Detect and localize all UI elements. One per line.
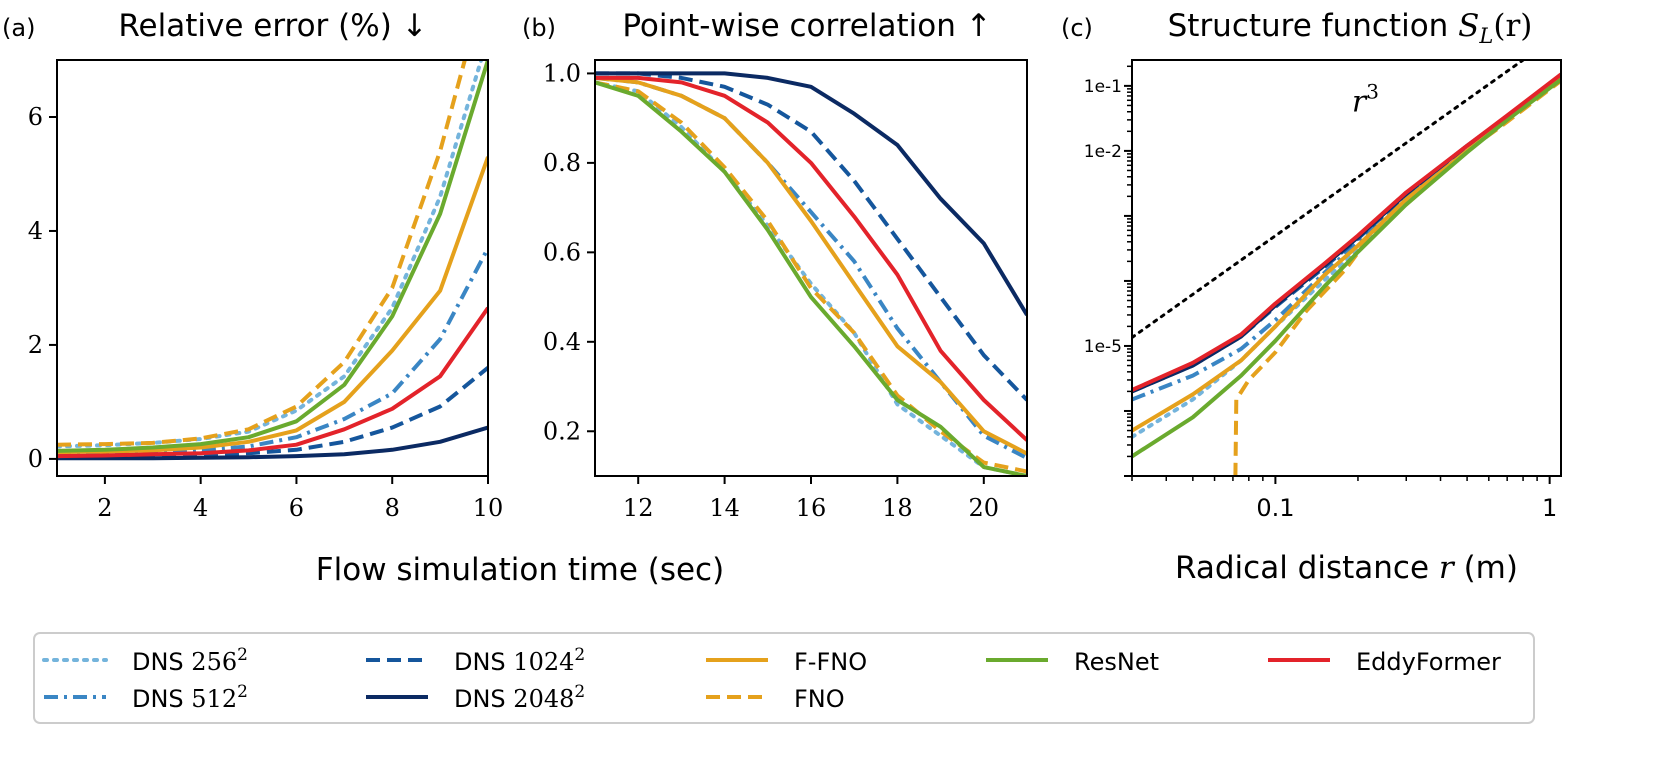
y-tick-label-a: 0 [28, 445, 43, 473]
y-tick-label-b: 0.6 [543, 238, 581, 266]
series-line-dns1024-b [595, 71, 1027, 402]
series-line-fno-b [595, 80, 1027, 474]
series-line-eddy-a [57, 306, 488, 459]
y-tick-label-c: 1e-5 [1084, 337, 1122, 357]
panel-label-a: (a) [2, 14, 35, 42]
series-line-dns512-b [595, 75, 1027, 460]
chart-panel-a: (a) Relative error (%) ↓ 2 4 6 8 10 0 2 4 6 [2, 8, 504, 522]
reference-line-r3 [1132, 60, 1525, 339]
axes-frame-c [1131, 59, 1562, 477]
x-tick-label-c: 0.1 [1256, 494, 1294, 522]
legend-label-dns256: DNS 2562 [132, 645, 248, 676]
chart-title-b: Point-wise correlation ↑ [622, 8, 991, 44]
series-line-fno-c [1232, 79, 1561, 476]
y-tick-label-a: 2 [28, 331, 43, 359]
series-line-eddy-b [595, 75, 1027, 442]
series-line-dns512-a [57, 247, 488, 457]
chart-title-a: Relative error (%) ↓ [118, 8, 427, 44]
x-axis-label-c: Radical distance r (m) [1175, 550, 1518, 586]
x-tick-label-c: 1 [1542, 494, 1557, 522]
y-tick-label-c: 1e-2 [1084, 142, 1122, 162]
y-tick-label-b: 0.2 [543, 417, 581, 445]
y-tick-label-b: 1.0 [543, 59, 581, 87]
panel-label-b: (b) [522, 14, 556, 42]
axes-frame-b [594, 59, 1028, 477]
legend: DNS 2562 DNS 5122 DNS 10242 DNS 20482 F-FNO F… [33, 632, 1535, 724]
x-tick-label-b: 12 [623, 494, 654, 522]
legend-label-fno: FNO [794, 685, 845, 713]
x-tick-label-a: 4 [193, 494, 208, 522]
legend-label-dns1024: DNS 10242 [454, 645, 585, 676]
series-line-dns2048-b [595, 71, 1027, 317]
x-tick-label-a: 2 [97, 494, 112, 522]
series-line-ffno-b [595, 75, 1027, 456]
series-line-resnet-b [595, 80, 1027, 476]
annotation-r3: r3 [1352, 80, 1379, 120]
y-tick-label-c: 1e-1 [1084, 77, 1122, 97]
chart-panel-b: (b) Point-wise correlation ↑ 12 14 16 18 20 0.2… [522, 8, 1028, 522]
series-line-ffno-a [57, 156, 488, 455]
x-tick-label-b: 20 [969, 494, 1000, 522]
series-line-dns256-a [57, 60, 484, 449]
x-tick-label-b: 14 [709, 494, 740, 522]
x-tick-label-b: 16 [796, 494, 827, 522]
y-tick-label-a: 6 [28, 103, 43, 131]
x-tick-label-a: 10 [473, 494, 504, 522]
y-tick-label-a: 4 [28, 217, 43, 245]
panel-label-c: (c) [1061, 14, 1093, 42]
shared-x-axis-label: Flow simulation time (sec) [316, 552, 724, 588]
series-line-resnet-a [57, 60, 488, 453]
y-tick-label-b: 0.8 [543, 149, 581, 177]
series-line-dns256-c [1132, 76, 1561, 439]
series-line-resnet-c [1132, 77, 1561, 459]
legend-frame [33, 632, 1535, 724]
chart-panel-c: (c) Structure function SL(r) 0.1 1 1e-5 1e-2 1… [1061, 8, 1562, 586]
x-tick-label-a: 8 [385, 494, 400, 522]
chart-title-c: Structure function SL(r) [1168, 8, 1533, 48]
legend-label-dns2048: DNS 20482 [454, 682, 585, 713]
legend-label-resnet: ResNet [1074, 648, 1159, 676]
x-tick-label-a: 6 [289, 494, 304, 522]
axes-frame-a [56, 59, 489, 477]
legend-label-ffno: F-FNO [794, 648, 867, 676]
series-line-dns256-b [595, 80, 1027, 476]
legend-label-eddy: EddyFormer [1356, 648, 1501, 676]
series-line-fno-a [57, 60, 467, 447]
y-tick-label-b: 0.4 [543, 328, 581, 356]
legend-label-dns512: DNS 5122 [132, 682, 248, 713]
x-tick-label-b: 18 [882, 494, 913, 522]
series-line-dns2048-a [57, 425, 488, 461]
series-line-eddy-c [1132, 72, 1561, 392]
